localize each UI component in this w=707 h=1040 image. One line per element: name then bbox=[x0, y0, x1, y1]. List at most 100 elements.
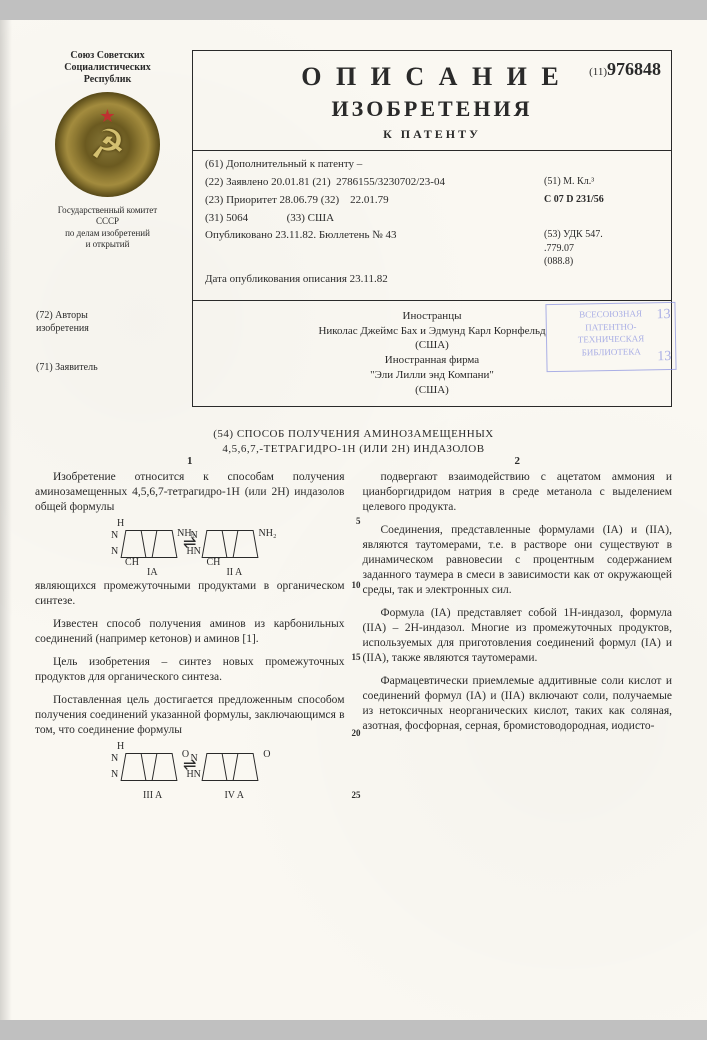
lbl-NH2-b: NH₂ bbox=[259, 527, 277, 540]
column-1: 1 Изобретение относится к способам получ… bbox=[35, 470, 345, 793]
patent-page: Союз Советских Социалистических Республи… bbox=[0, 20, 707, 1020]
field-53-text: (53) УДК 547. .779.07 (088.8) bbox=[544, 229, 603, 267]
left-header-column: Союз Советских Социалистических Республи… bbox=[35, 50, 180, 301]
field-31-33: (31) 5064 (33) США bbox=[205, 211, 659, 226]
lbl-HN: HN bbox=[186, 545, 200, 558]
ussr-emblem-icon bbox=[55, 92, 160, 197]
committee-l2: СССР bbox=[96, 216, 119, 226]
field-61: (61) Дополнительный к патенту – bbox=[205, 157, 659, 172]
lbl-O-b: O bbox=[263, 748, 270, 761]
field-23-32: (23) Приоритет 28.06.79 (32) 22.01.79 C … bbox=[205, 193, 659, 208]
field-pub-text: Опубликовано 23.11.82. Бюллетень № 43 bbox=[205, 228, 544, 269]
lbl-N1: N bbox=[111, 529, 118, 542]
lbl-IIIA: III A bbox=[143, 789, 162, 802]
invention-title: (54) СПОСОБ ПОЛУЧЕНИЯ АМИНОЗАМЕЩЕННЫХ 4,… bbox=[35, 427, 672, 457]
field-23-text: (23) Приоритет 28.06.79 (32) bbox=[205, 194, 339, 206]
lbl-O-a: O bbox=[182, 748, 189, 761]
col1-p5: Поставленная цель достигается предложенн… bbox=[35, 693, 345, 738]
label-72: (72) Авторы bbox=[36, 310, 88, 321]
library-stamp: 13 ВСЕСОЮЗНАЯ ПАТЕНТНО- ТЕХНИЧЕСКАЯ БИБЛ… bbox=[545, 302, 676, 372]
field-31-text: (31) 5064 bbox=[205, 212, 248, 224]
pub-number-label: (11) bbox=[589, 66, 607, 78]
col2-p3: Формула (IA) представляет собой 1H-индаз… bbox=[363, 606, 673, 666]
field-pubdesc-text: Дата опубликования описания 23.11.82 bbox=[205, 272, 544, 287]
column-2: 2 5 10 15 20 25 подвергают взаимодействи… bbox=[363, 470, 673, 793]
org-line-1: Союз Советских bbox=[70, 50, 144, 61]
lbl-CH-2: CH bbox=[206, 556, 220, 569]
lbl-IA: IA bbox=[147, 566, 158, 579]
field-21-val: 2786155/3230702/23-04 bbox=[336, 176, 445, 188]
main-title-2: ИЗОБРЕТЕНИЯ bbox=[205, 94, 659, 124]
label-71: (71) Заявитель bbox=[36, 362, 98, 373]
structure-IA: H N N CH NH₂ IA bbox=[123, 523, 175, 565]
field-pub: Опубликовано 23.11.82. Бюллетень № 43 (5… bbox=[205, 228, 659, 269]
author-labels: (72) Авторы изобретения (71) Заявитель bbox=[36, 309, 181, 374]
scan-edge-shadow bbox=[0, 20, 12, 1020]
stamp-l2: ПАТЕНТНО- bbox=[585, 321, 636, 332]
foreigners-label: Иностранцы bbox=[403, 310, 462, 322]
lbl-N6: N bbox=[190, 752, 197, 765]
biblio-fields: (61) Дополнительный к патенту – (22) Зая… bbox=[205, 157, 659, 287]
header-row: Союз Советских Социалистических Республи… bbox=[35, 50, 672, 301]
col2-p4: Фармацевтически приемлемые аддитивные со… bbox=[363, 674, 673, 734]
body-columns: 1 Изобретение относится к способам получ… bbox=[35, 470, 672, 793]
firm-label: Иностранная фирма bbox=[385, 354, 479, 366]
stamp-l3: ТЕХНИЧЕСКАЯ bbox=[578, 333, 645, 344]
ring-right bbox=[141, 530, 178, 558]
lbl-IVA: IV A bbox=[224, 789, 244, 802]
stamp-l1: ВСЕСОЮЗНАЯ bbox=[579, 308, 642, 319]
lbl-CH: CH bbox=[125, 556, 139, 569]
committee-l1: Государственный комитет bbox=[58, 205, 158, 215]
divider bbox=[193, 150, 671, 151]
stamp-n-top: 13 bbox=[656, 305, 670, 325]
formula-2-row: H N N O III A ⇌ N HN O bbox=[35, 746, 345, 788]
lbl-N3: N bbox=[190, 529, 197, 542]
col1-p1: Изобретение относится к способам получен… bbox=[35, 470, 345, 515]
line-num-20: 20 bbox=[349, 728, 361, 740]
field-51-label: (51) М. Кл.³ bbox=[544, 176, 594, 187]
field-61-text: (61) Дополнительный к патенту – bbox=[205, 157, 544, 172]
col1-number: 1 bbox=[187, 454, 193, 468]
subtitle: К ПАТЕНТУ bbox=[205, 126, 659, 142]
committee-l4: и открытий bbox=[86, 239, 130, 249]
author-country-1: (США) bbox=[415, 339, 449, 351]
org-line-2: Социалистических bbox=[64, 62, 150, 73]
header-box: (11)976848 О П И С А Н И Е ИЗОБРЕТЕНИЯ К… bbox=[192, 50, 672, 301]
col2-p1: подвергают взаимодействию с ацетатом амм… bbox=[363, 470, 673, 515]
formula-2: H N N O III A ⇌ N HN O bbox=[35, 746, 345, 788]
stamp-l4: БИБЛИОТЕКА bbox=[582, 346, 641, 357]
line-num-15: 15 bbox=[349, 652, 361, 664]
pub-number-value: 976848 bbox=[607, 59, 661, 79]
committee-l3: по делам изобретений bbox=[65, 228, 150, 238]
field-22-text: (22) Заявлено 20.01.81 (21) bbox=[205, 176, 331, 188]
firm-name: "Эли Лилли энд Компани" bbox=[370, 369, 494, 381]
author-names: Николас Джеймс Бах и Эдмунд Карл Корнфел… bbox=[318, 325, 545, 337]
field-32-val: 22.01.79 bbox=[350, 194, 389, 206]
field-22-21: (22) Заявлено 20.01.81 (21) 2786155/3230… bbox=[205, 175, 659, 190]
line-num-5: 5 bbox=[349, 516, 361, 528]
field-33-text: (33) США bbox=[287, 212, 334, 224]
ring-right-2 bbox=[222, 530, 259, 558]
org-label: Союз Советских Социалистических Республи… bbox=[35, 50, 180, 86]
col1-p2: являющихся промежуточными продуктами в о… bbox=[35, 579, 345, 609]
org-line-3: Республик bbox=[84, 74, 132, 85]
committee-label: Государственный комитет СССР по делам из… bbox=[35, 205, 180, 250]
author-country-2: (США) bbox=[415, 384, 449, 396]
col2-number: 2 bbox=[515, 454, 521, 468]
lbl-N5: N bbox=[111, 768, 118, 781]
col2-p2: Соединения, представленные формулами (IA… bbox=[363, 523, 673, 598]
col1-p3: Известен способ получения аминов из карб… bbox=[35, 617, 345, 647]
structure-IIIA: H N N O III A bbox=[123, 746, 175, 788]
lbl-IIA: II A bbox=[226, 566, 242, 579]
lbl-HN-2: HN bbox=[186, 768, 200, 781]
ring-right-4 bbox=[222, 753, 259, 781]
line-num-25: 25 bbox=[349, 790, 361, 802]
col1-p4: Цель изобретения – синтез новых промежут… bbox=[35, 655, 345, 685]
ring-right-3 bbox=[141, 753, 178, 781]
publication-number: (11)976848 bbox=[589, 57, 661, 81]
lbl-N2: N bbox=[111, 545, 118, 558]
field-pubdesc: Дата опубликования описания 23.11.82 bbox=[205, 272, 659, 287]
line-num-10: 10 bbox=[349, 580, 361, 592]
field-51-val: C 07 D 231/56 bbox=[544, 194, 604, 205]
authors-block: (72) Авторы изобретения (71) Заявитель И… bbox=[192, 301, 672, 407]
